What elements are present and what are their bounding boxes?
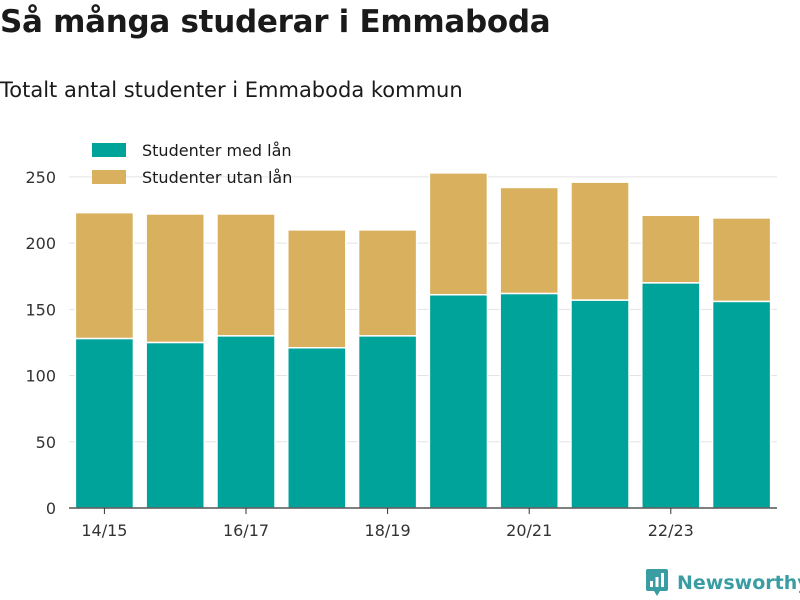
legend-label: Studenter med lån	[142, 141, 292, 160]
bar-med-lan	[216, 335, 276, 509]
y-tick-label: 50	[36, 433, 56, 452]
legend-swatch	[92, 170, 126, 184]
y-tick-label: 150	[25, 300, 56, 319]
bar-utan-lan	[499, 186, 559, 295]
axes: 0 50 100 150 200 250 14/15 16/17 18/19 20/21 22/23	[25, 168, 777, 540]
bar-med-lan	[570, 299, 630, 509]
newsworthy-logo-icon	[646, 569, 668, 596]
bar-utan-lan	[74, 211, 135, 340]
bar-utan-lan	[357, 229, 418, 337]
bar-med-lan	[357, 335, 418, 509]
y-tick-label: 100	[25, 367, 56, 386]
bar-med-lan	[641, 282, 701, 509]
legend: Studenter med lån Studenter utan lån	[92, 141, 292, 187]
x-tick-label: 18/19	[365, 521, 411, 540]
y-tick-label: 200	[25, 234, 56, 253]
bar-utan-lan	[287, 229, 347, 349]
bar-med-lan	[145, 341, 205, 509]
x-tick-label: 22/23	[648, 521, 694, 540]
y-tick-label: 250	[25, 168, 56, 187]
x-tick-label: 14/15	[81, 521, 127, 540]
chart-subtitle: Totalt antal studenter i Emmaboda kommun	[0, 78, 463, 102]
bar-utan-lan	[711, 217, 772, 303]
x-tick-label: 20/21	[506, 521, 552, 540]
bar-utan-lan	[145, 213, 205, 344]
bar-utan-lan	[641, 214, 701, 284]
bar-med-lan	[711, 300, 772, 509]
legend-swatch	[92, 143, 126, 157]
y-tick-label: 0	[46, 499, 56, 518]
chart-title: Så många studerar i Emmaboda	[0, 4, 551, 40]
bar-utan-lan	[216, 213, 276, 337]
bars	[74, 172, 772, 509]
bar-med-lan	[74, 337, 135, 509]
bar-med-lan	[287, 346, 347, 509]
brand: Newsworthy	[645, 568, 800, 598]
bar-med-lan	[428, 294, 489, 509]
bar-utan-lan	[570, 181, 630, 301]
brand-name: Newsworthy	[677, 572, 800, 594]
x-tick-label: 16/17	[223, 521, 269, 540]
bar-med-lan	[499, 292, 559, 509]
bar-utan-lan	[428, 172, 489, 296]
legend-label: Studenter utan lån	[142, 168, 292, 187]
